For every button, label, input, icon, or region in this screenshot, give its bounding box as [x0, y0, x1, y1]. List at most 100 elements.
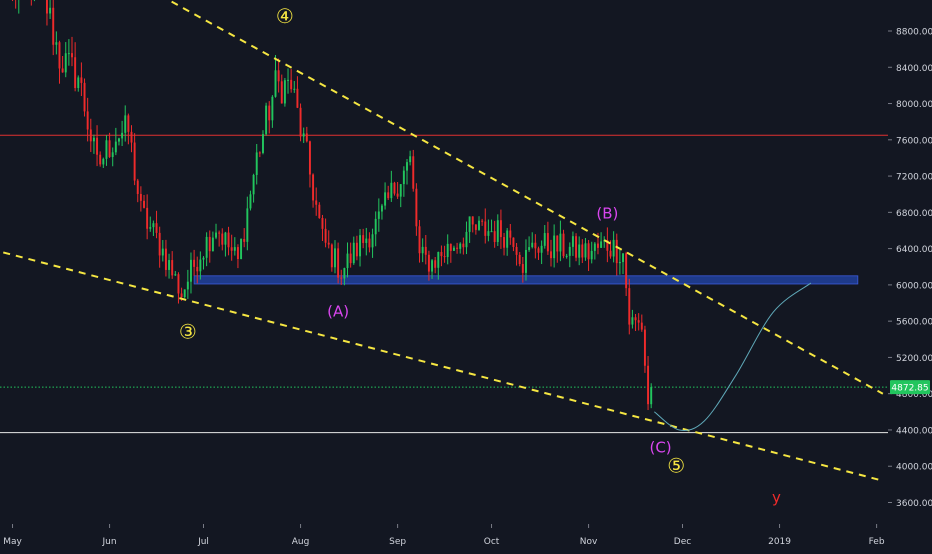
candle[interactable] [553, 224, 556, 268]
candle[interactable] [584, 237, 587, 261]
candle[interactable] [396, 181, 399, 199]
candle[interactable] [280, 74, 283, 104]
candle[interactable] [45, 0, 48, 26]
candle[interactable] [96, 125, 99, 167]
candle[interactable] [218, 230, 221, 247]
candle[interactable] [265, 102, 268, 136]
candle[interactable] [384, 182, 387, 210]
candle[interactable] [312, 173, 315, 208]
candle[interactable] [571, 231, 574, 256]
candle[interactable] [471, 216, 474, 233]
candle[interactable] [474, 224, 477, 235]
candle[interactable] [287, 68, 289, 94]
candle[interactable] [89, 118, 92, 152]
candle[interactable] [559, 220, 562, 262]
candle[interactable] [612, 231, 615, 263]
candle[interactable] [556, 235, 559, 263]
candle[interactable] [368, 232, 371, 253]
candle[interactable] [603, 236, 606, 248]
candle[interactable] [249, 190, 252, 211]
candle[interactable] [452, 245, 455, 251]
candle[interactable] [449, 243, 452, 263]
candle[interactable] [299, 103, 302, 142]
candle[interactable] [600, 232, 603, 248]
candle[interactable] [102, 157, 105, 168]
candle[interactable] [634, 313, 637, 332]
candle[interactable] [71, 36, 73, 67]
candle[interactable] [568, 242, 571, 268]
candle[interactable] [77, 75, 80, 92]
candle[interactable] [515, 242, 518, 266]
candle[interactable] [503, 232, 506, 256]
candle[interactable] [412, 149, 415, 192]
candle[interactable] [609, 240, 612, 259]
candle[interactable] [462, 237, 465, 255]
candle[interactable] [622, 253, 624, 274]
candle[interactable] [99, 151, 102, 167]
candle[interactable] [318, 202, 321, 219]
candle[interactable] [593, 242, 596, 260]
candle[interactable] [581, 239, 584, 264]
candle[interactable] [233, 237, 236, 256]
candle[interactable] [262, 130, 264, 155]
candle[interactable] [402, 166, 405, 197]
candle[interactable] [139, 186, 142, 212]
candle[interactable] [18, 0, 20, 14]
candle[interactable] [468, 216, 471, 243]
candle[interactable] [324, 218, 327, 248]
candle[interactable] [524, 239, 527, 281]
candle[interactable] [133, 133, 136, 186]
candle[interactable] [406, 159, 408, 185]
candle[interactable] [587, 239, 590, 272]
candle[interactable] [155, 210, 158, 239]
candle[interactable] [283, 77, 286, 107]
candle[interactable] [224, 231, 227, 257]
candle[interactable] [578, 236, 581, 266]
candle[interactable] [431, 258, 434, 279]
candle[interactable] [531, 232, 534, 249]
candle[interactable] [58, 40, 61, 84]
candle[interactable] [615, 233, 618, 276]
candle[interactable] [487, 219, 490, 242]
candle[interactable] [168, 253, 171, 279]
candle[interactable] [55, 31, 58, 55]
candle[interactable] [427, 250, 430, 281]
candle[interactable] [543, 225, 546, 249]
candle[interactable] [12, 0, 14, 2]
candle[interactable] [359, 229, 362, 267]
candle[interactable] [380, 203, 383, 220]
candle[interactable] [415, 183, 418, 236]
candle[interactable] [640, 314, 643, 332]
candle[interactable] [130, 125, 133, 153]
candle[interactable] [193, 249, 196, 276]
candle[interactable] [625, 251, 628, 297]
candle[interactable] [540, 240, 543, 265]
candle[interactable] [199, 251, 202, 280]
candle[interactable] [52, 0, 55, 56]
candle[interactable] [575, 233, 578, 262]
candle[interactable] [183, 289, 186, 299]
candle[interactable] [550, 239, 552, 267]
candle[interactable] [334, 240, 336, 274]
candle[interactable] [196, 256, 199, 284]
candle[interactable] [440, 245, 443, 267]
candle[interactable] [174, 271, 177, 276]
candle[interactable] [92, 134, 95, 154]
candle[interactable] [255, 143, 258, 185]
candle[interactable] [152, 220, 155, 237]
candle[interactable] [618, 249, 621, 275]
candle[interactable] [114, 127, 117, 156]
candle[interactable] [371, 228, 374, 258]
candle[interactable] [346, 242, 349, 278]
candle[interactable] [377, 198, 380, 232]
candle[interactable] [296, 76, 299, 109]
candle[interactable] [67, 39, 70, 66]
candle[interactable] [456, 242, 459, 254]
candle[interactable] [352, 236, 355, 265]
candle[interactable] [161, 240, 164, 262]
candle[interactable] [465, 221, 468, 255]
candle[interactable] [349, 242, 352, 268]
candle[interactable] [365, 227, 368, 256]
candle[interactable] [211, 231, 214, 252]
